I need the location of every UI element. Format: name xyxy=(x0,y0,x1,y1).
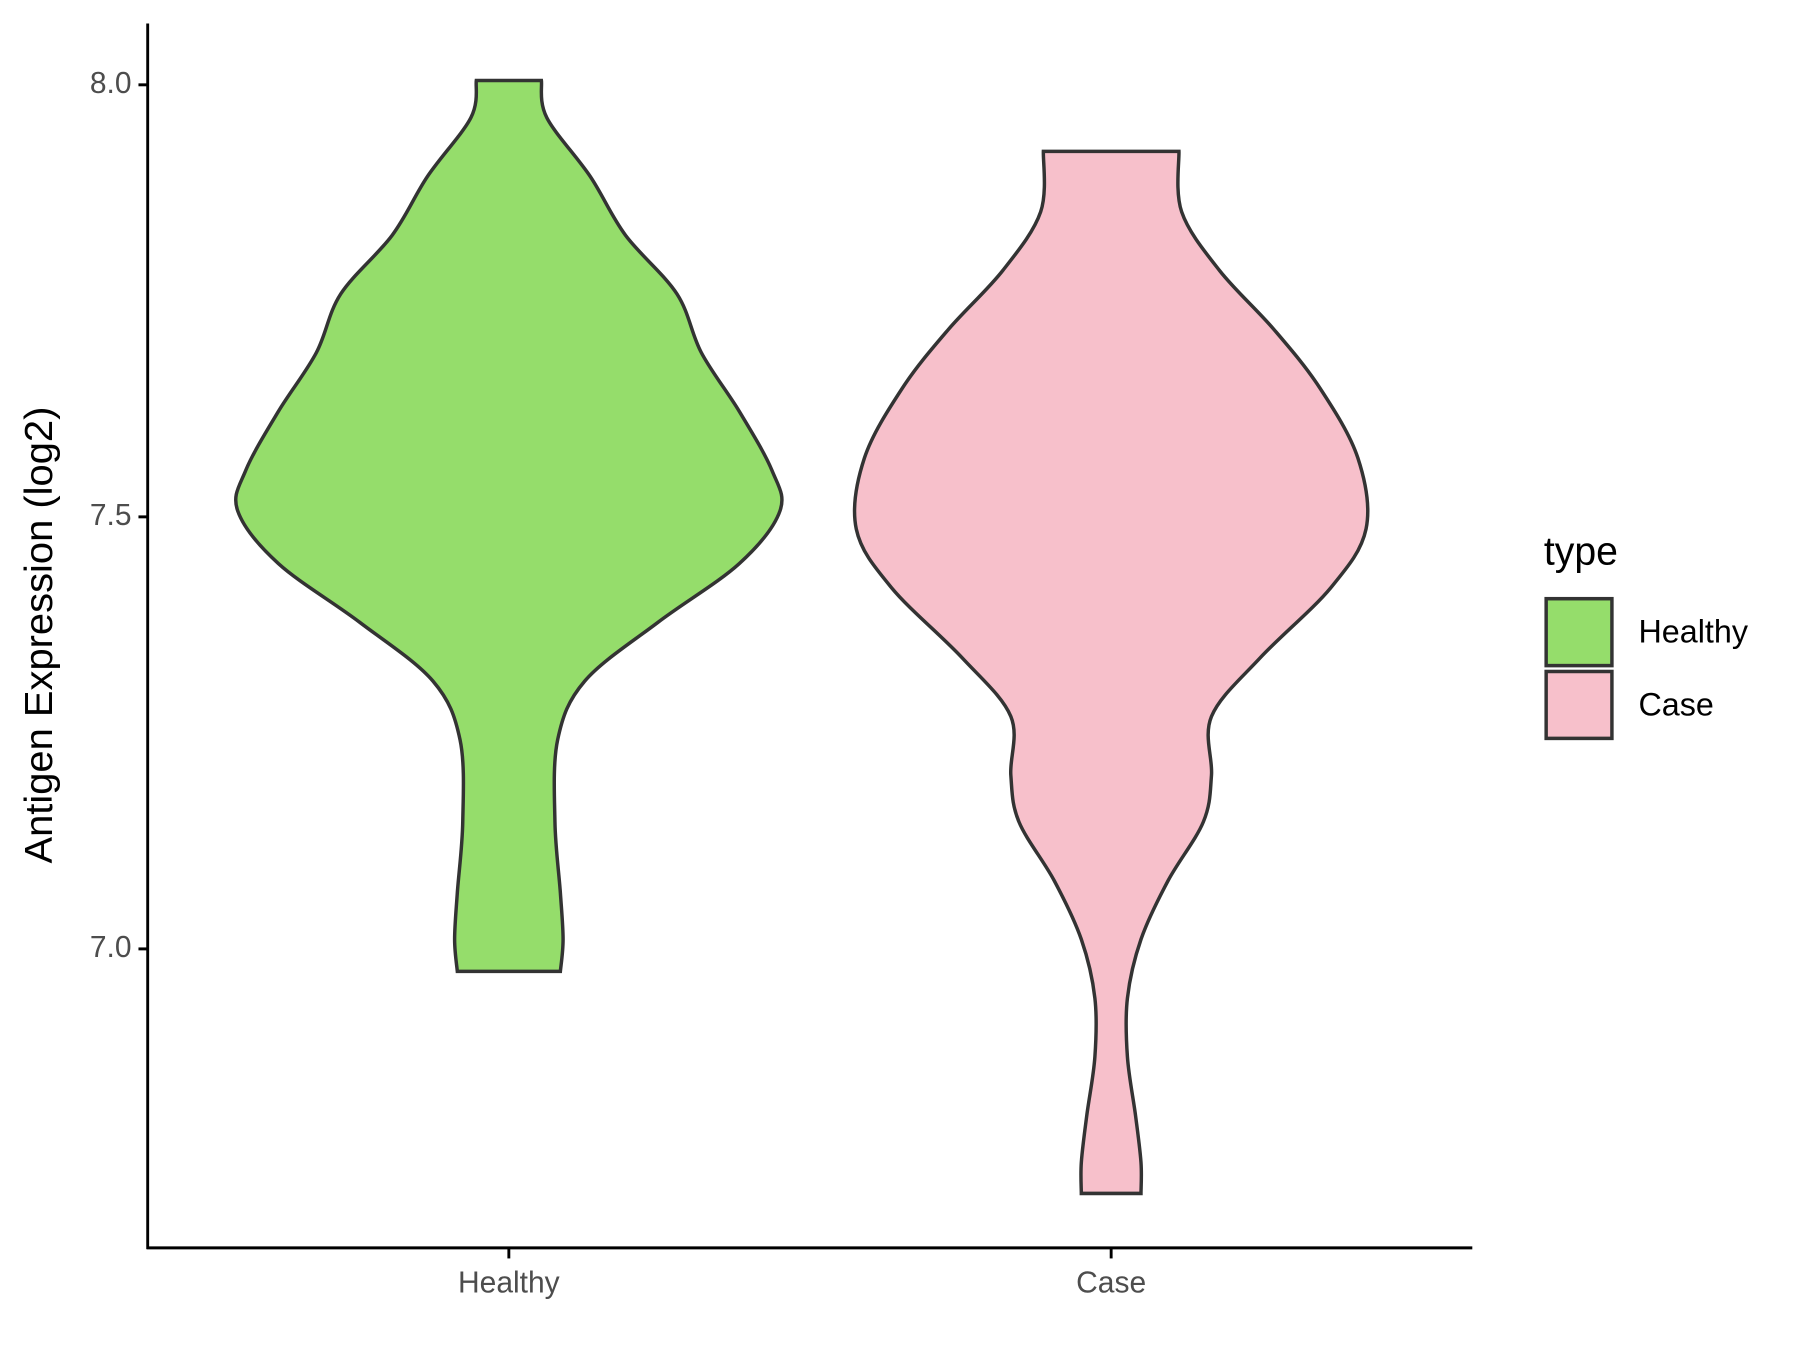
y-tick-label: 8.0 xyxy=(90,67,132,100)
y-axis-title: Antigen Expression (log2) xyxy=(17,407,61,864)
y-tick-label: 7.5 xyxy=(90,499,132,532)
violin xyxy=(852,149,1370,1196)
x-tick-label: Case xyxy=(1076,1266,1146,1299)
legend-key xyxy=(1544,669,1614,741)
legend-title: type xyxy=(1544,529,1618,573)
y-tick-label: 7.0 xyxy=(90,931,132,964)
violin xyxy=(233,78,784,974)
legend-label: Case xyxy=(1638,686,1713,722)
legend-key xyxy=(1544,596,1614,668)
x-tick-label: Healthy xyxy=(458,1266,561,1299)
legend-label: Healthy xyxy=(1638,613,1748,649)
